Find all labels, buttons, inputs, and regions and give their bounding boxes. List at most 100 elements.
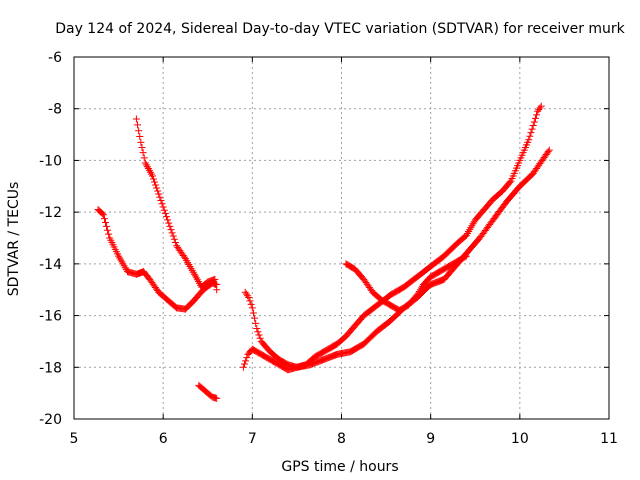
x-axis-label: GPS time / hours xyxy=(281,459,398,475)
data-point-marker xyxy=(256,334,264,342)
data-point-marker xyxy=(247,300,255,308)
data-point-marker xyxy=(100,215,108,223)
data-points xyxy=(94,102,553,402)
data-point-marker xyxy=(163,213,171,221)
data-point-marker xyxy=(165,219,173,227)
plot-frame xyxy=(73,56,610,420)
series-track-b xyxy=(132,115,221,294)
data-point-marker xyxy=(537,102,545,110)
data-point-marker xyxy=(180,253,188,261)
data-point-marker xyxy=(246,297,254,305)
series-track-a xyxy=(94,206,221,313)
data-point-marker xyxy=(255,331,263,339)
data-point-marker xyxy=(252,319,260,327)
x-tick-label: 9 xyxy=(426,431,435,447)
data-point-marker xyxy=(158,200,166,208)
data-point-marker xyxy=(139,149,147,157)
data-point-marker xyxy=(104,226,112,234)
data-point-marker xyxy=(159,203,167,211)
series-track-c xyxy=(195,381,221,402)
data-point-marker xyxy=(152,181,160,189)
data-point-marker xyxy=(161,209,169,217)
series-track-d xyxy=(241,102,545,371)
data-point-marker xyxy=(169,232,177,240)
data-point-marker xyxy=(148,172,156,180)
data-point-marker xyxy=(249,309,257,317)
data-point-marker xyxy=(168,229,176,237)
data-point-marker xyxy=(526,132,534,140)
data-point-marker xyxy=(164,216,172,224)
data-point-marker xyxy=(212,281,220,289)
data-point-marker xyxy=(151,178,159,186)
data-point-marker xyxy=(244,292,252,300)
data-point-marker xyxy=(157,197,165,205)
data-point-marker xyxy=(135,127,143,135)
data-point-marker xyxy=(103,222,111,230)
data-point-marker xyxy=(211,275,219,283)
y-tick-label: -12 xyxy=(39,205,62,221)
data-point-marker xyxy=(528,125,536,133)
data-point-marker xyxy=(98,210,106,218)
x-tick-label: 8 xyxy=(337,431,346,447)
data-point-marker xyxy=(153,184,161,192)
y-tick-label: -10 xyxy=(39,153,62,169)
data-point-marker xyxy=(213,394,221,402)
data-point-marker xyxy=(102,218,110,226)
data-point-marker xyxy=(243,354,251,362)
x-tick-label: 10 xyxy=(511,431,529,447)
data-point-marker xyxy=(241,360,249,368)
chart-title: Day 124 of 2024, Sidereal Day-to-day VTE… xyxy=(55,21,625,37)
data-point-marker xyxy=(461,253,469,261)
data-point-marker xyxy=(105,230,113,238)
data-point-marker xyxy=(171,239,179,247)
data-point-marker xyxy=(254,328,262,336)
data-point-marker xyxy=(531,114,539,122)
y-tick-label: -16 xyxy=(39,309,62,325)
data-point-marker xyxy=(527,129,535,137)
data-point-marker xyxy=(253,325,261,332)
data-point-marker xyxy=(251,314,259,322)
data-point-marker xyxy=(170,235,178,243)
data-point-marker xyxy=(167,226,175,234)
x-tick-label: 7 xyxy=(248,431,257,447)
data-point-marker xyxy=(137,138,145,146)
data-point-marker xyxy=(136,133,144,141)
data-point-marker xyxy=(140,154,148,162)
y-tick-label: -18 xyxy=(39,360,62,376)
data-point-marker xyxy=(134,121,142,129)
y-tick-label: -6 xyxy=(48,50,62,66)
y-tick-label: -14 xyxy=(39,257,62,273)
y-tick-label: -20 xyxy=(39,412,62,428)
data-point-marker xyxy=(242,357,250,365)
x-tick-label: 6 xyxy=(159,431,168,447)
y-axis-label: SDTVAR / TECUs xyxy=(6,182,22,297)
data-point-marker xyxy=(155,190,163,198)
data-point-marker xyxy=(156,193,164,201)
data-point-marker xyxy=(132,115,140,123)
data-point-marker xyxy=(150,175,158,183)
data-point-marker xyxy=(545,146,553,154)
data-point-marker xyxy=(213,286,221,294)
data-point-marker xyxy=(166,222,174,230)
x-tick-label: 5 xyxy=(70,431,79,447)
data-point-marker xyxy=(529,122,537,130)
data-point-marker xyxy=(248,304,256,312)
data-point-marker xyxy=(530,118,538,126)
data-point-marker xyxy=(239,363,247,371)
data-point-marker xyxy=(245,293,253,301)
y-tick-label: -8 xyxy=(48,102,62,118)
data-point-marker xyxy=(536,104,544,112)
data-point-marker xyxy=(506,178,514,186)
series-track-f xyxy=(342,252,470,314)
axis-ticks: 5 6 7 8 9 10 11 -6 -8 -10 -12 -14 -16 -18 -20 xyxy=(39,50,618,447)
data-point-marker xyxy=(138,144,146,151)
x-tick-label: 11 xyxy=(600,431,618,447)
data-point-marker xyxy=(160,206,168,214)
data-point-marker xyxy=(544,148,552,156)
data-point-marker xyxy=(154,187,162,195)
series-track-e xyxy=(239,146,553,374)
data-point-marker xyxy=(525,136,533,144)
data-point-marker xyxy=(533,111,541,119)
data-point-marker xyxy=(462,252,470,260)
